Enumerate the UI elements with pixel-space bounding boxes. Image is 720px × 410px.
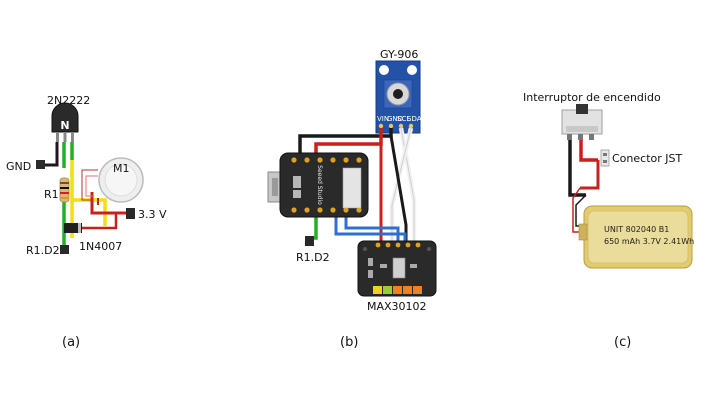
motor-label: M1 xyxy=(113,162,130,175)
supply-label: 3.3 V xyxy=(138,208,167,221)
connector-label: Conector JST xyxy=(612,152,682,165)
resistor xyxy=(59,177,70,203)
gnd-label: GND xyxy=(6,160,31,173)
battery-text-1: UNIT 802040 B1 xyxy=(604,225,669,234)
caption-c: (c) xyxy=(614,335,631,350)
svg-text:N: N xyxy=(60,119,69,132)
resistor-label: R1 xyxy=(44,188,59,201)
transistor: N xyxy=(51,102,79,142)
panel-a-wires xyxy=(44,142,128,250)
pin-terminal-a xyxy=(60,245,69,254)
sensor-pin-gnd: GND xyxy=(387,115,403,123)
caption-b: (b) xyxy=(340,335,358,350)
lipo-battery: UNIT 802040 B1 650 mAh 3.7V 2.41Wh xyxy=(578,205,694,269)
xiao-board: Seeed Studio xyxy=(267,152,369,218)
module-label: MAX30102 xyxy=(367,300,427,313)
switch-label: Interruptor de encendido xyxy=(523,91,661,104)
power-switch xyxy=(561,104,603,140)
panel-b-wires xyxy=(298,127,417,243)
gnd-terminal xyxy=(36,160,45,169)
sensor-pin-sda: SDA xyxy=(407,115,422,123)
jst-connector xyxy=(600,149,610,167)
pin-label-b: R1.D2 xyxy=(296,251,330,264)
sensor-pin-vin: VIN xyxy=(377,115,389,123)
board-text: Seeed Studio xyxy=(316,165,323,205)
sensor-label: GY-906 xyxy=(380,48,418,61)
panel-c: Interruptor de encendido Conector JST xyxy=(523,91,694,350)
pin-terminal-b xyxy=(305,236,314,246)
diode xyxy=(64,223,82,233)
motor xyxy=(98,157,144,203)
gy906-sensor: VIN GND SCL SDA xyxy=(375,60,422,134)
panel-a: 2N2222 N G xyxy=(6,94,167,350)
supply-terminal xyxy=(126,208,135,219)
sensor-pin-scl: SCL xyxy=(397,115,410,123)
transistor-label: 2N2222 xyxy=(47,94,90,107)
max30102-module xyxy=(357,240,437,297)
caption-a: (a) xyxy=(62,335,80,350)
panel-b: GY-906 VIN GND SCL SDA xyxy=(267,48,437,350)
battery-text-2: 650 mAh 3.7V 2.41Wh xyxy=(604,237,694,246)
diode-label: 1N4007 xyxy=(79,240,122,253)
pin-label-a: R1.D2 xyxy=(26,244,60,257)
